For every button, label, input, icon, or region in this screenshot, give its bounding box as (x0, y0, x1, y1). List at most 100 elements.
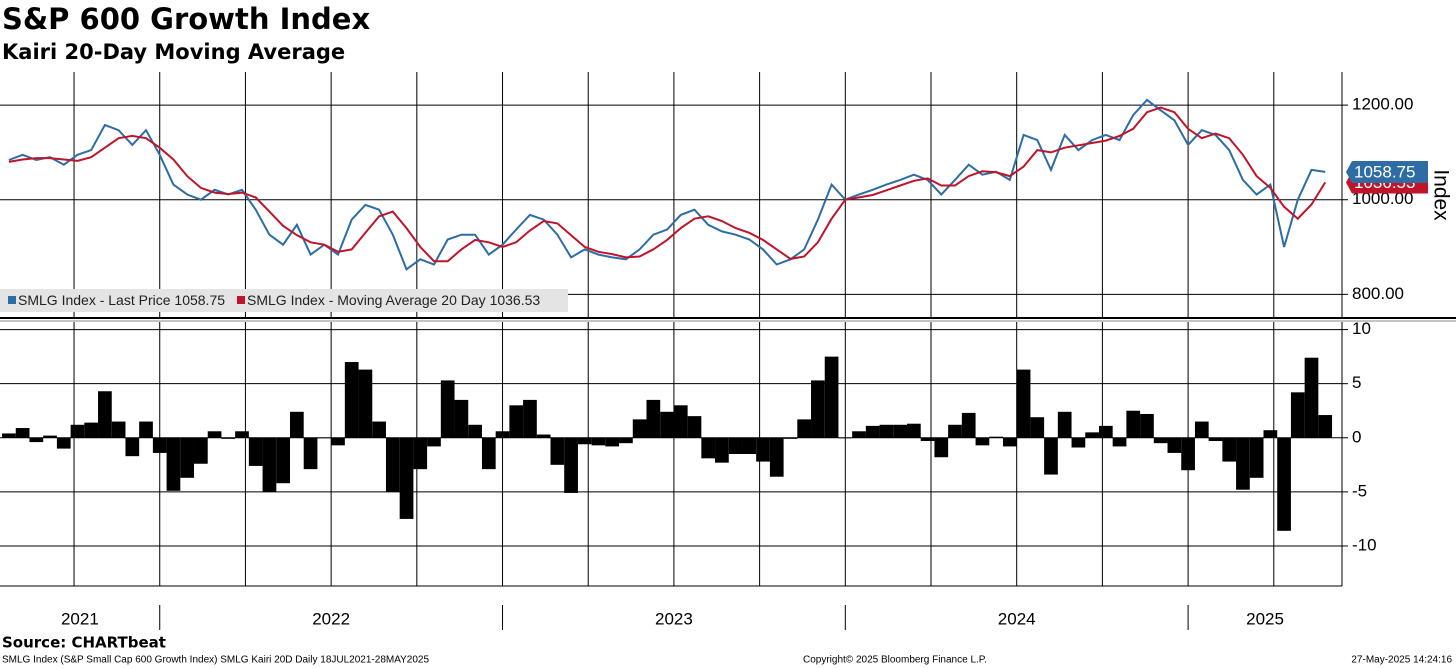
last-value-tag (1346, 160, 1428, 183)
bar (865, 425, 880, 438)
bar (1167, 437, 1182, 453)
bar (495, 431, 510, 438)
bar (564, 437, 578, 493)
bar (344, 362, 359, 438)
bar (920, 437, 935, 442)
bar (1304, 357, 1319, 438)
y-tick-label: -10 (1352, 535, 1377, 554)
bar (715, 437, 729, 463)
bar (427, 437, 441, 447)
y-tick-label: 5 (1352, 373, 1361, 392)
footer-center: Copyright© 2025 Bloomberg Finance L.P. (803, 655, 987, 666)
bar (769, 437, 784, 477)
bar (111, 421, 126, 438)
bar (385, 437, 400, 492)
bar (1112, 437, 1127, 447)
bar (166, 437, 181, 491)
bar (701, 437, 716, 459)
legend-swatch (237, 296, 246, 304)
bar (523, 399, 537, 438)
bar (440, 380, 455, 438)
legend-name: SMLG Index - Last Price (18, 292, 171, 308)
legend-value: 1058.75 (174, 292, 225, 308)
x-tick-label: 2021 (61, 609, 99, 628)
bar (98, 391, 112, 438)
bar (43, 435, 57, 438)
legend-entry: SMLG Index - Moving Average 20 Day 1036.… (247, 292, 540, 308)
bar (1057, 411, 1072, 438)
bar (1318, 415, 1333, 438)
y-tick-label: 1000.00 (1352, 189, 1413, 208)
bar (811, 380, 825, 438)
bar (454, 399, 469, 438)
bar (646, 399, 661, 438)
bar (1263, 430, 1278, 438)
bar (673, 405, 688, 438)
x-tick-label: 2024 (998, 609, 1036, 628)
bar (1016, 369, 1031, 438)
bar (824, 356, 839, 438)
x-tick-label: 2022 (312, 609, 350, 628)
bar (961, 412, 976, 438)
bar (1208, 437, 1223, 442)
bar (1290, 392, 1305, 438)
y-tick-label: 1200.00 (1352, 95, 1413, 114)
bar (221, 437, 236, 439)
legend-name: SMLG Index - Moving Average 20 Day (247, 292, 486, 308)
last-value-label: 1058.75 (1354, 162, 1415, 181)
bar (1222, 437, 1237, 462)
bar (728, 437, 743, 454)
bar (2, 433, 16, 438)
bar (358, 369, 373, 438)
legend-swatch (8, 296, 16, 304)
bar (605, 437, 620, 447)
chart-title: S&P 600 Growth Index (2, 2, 370, 36)
y-axis-title: Index (1429, 169, 1452, 221)
x-tick-label: 2023 (655, 609, 693, 628)
bar (29, 437, 44, 443)
bar (536, 434, 551, 438)
bar (303, 437, 318, 470)
bar (235, 431, 249, 438)
bar (481, 437, 496, 470)
bar (139, 421, 153, 438)
y-tick-label: 0 (1352, 427, 1361, 446)
bar (15, 428, 30, 438)
bar (838, 437, 853, 439)
bar (989, 436, 1003, 438)
bar (687, 416, 702, 438)
bar (660, 411, 674, 438)
bar (276, 437, 290, 484)
legend-value: 1036.53 (490, 292, 541, 308)
bar (797, 419, 812, 438)
y-tick-label: 10 (1352, 319, 1371, 338)
bar (331, 437, 345, 446)
chart-subtitle: Kairi 20-Day Moving Average (2, 40, 345, 64)
bar (756, 437, 770, 462)
bar (399, 437, 414, 519)
legend-box (0, 289, 568, 312)
bar (289, 411, 304, 438)
bar (1044, 437, 1058, 475)
bar (56, 437, 71, 449)
bar (893, 424, 908, 438)
bar (1194, 421, 1209, 438)
bar (1181, 437, 1195, 471)
bar (372, 421, 386, 438)
bar (1236, 437, 1250, 490)
bar (1140, 413, 1154, 438)
bar (975, 437, 990, 446)
bar (317, 437, 332, 439)
bar (907, 423, 921, 438)
bar (248, 437, 263, 466)
bar (180, 437, 195, 478)
bar (577, 437, 592, 445)
series-line (8, 106, 1327, 263)
bar (509, 405, 524, 438)
bar (1002, 437, 1017, 447)
bar (1098, 425, 1113, 438)
bar (1085, 432, 1099, 438)
bar (1126, 410, 1141, 438)
